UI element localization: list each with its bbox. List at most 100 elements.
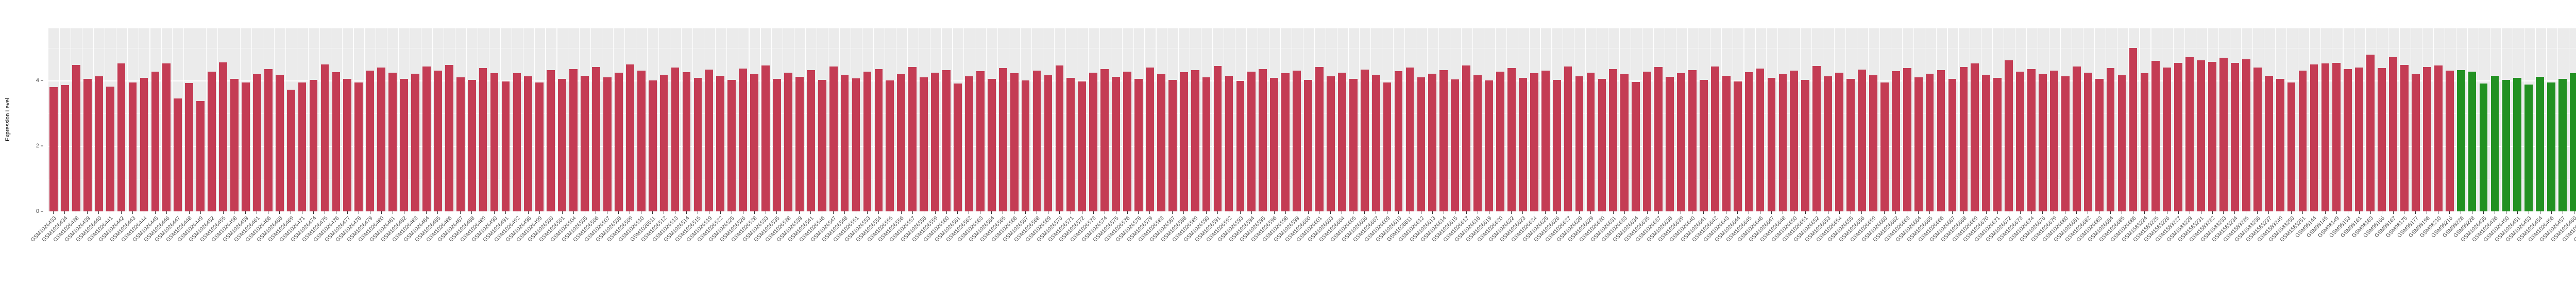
- bar[interactable]: [275, 75, 284, 211]
- bar[interactable]: [2276, 79, 2284, 211]
- bar[interactable]: [727, 80, 736, 211]
- bar[interactable]: [2242, 59, 2250, 211]
- bar[interactable]: [569, 69, 578, 211]
- bar[interactable]: [761, 65, 770, 211]
- bar[interactable]: [1654, 67, 1663, 211]
- bar[interactable]: [2321, 63, 2330, 211]
- bar[interactable]: [1643, 71, 1652, 211]
- bar[interactable]: [581, 75, 589, 211]
- bar[interactable]: [773, 79, 781, 211]
- bar[interactable]: [874, 69, 883, 211]
- bar[interactable]: [2422, 67, 2431, 211]
- bar[interactable]: [2490, 75, 2499, 211]
- bar[interactable]: [1982, 75, 1991, 211]
- bar[interactable]: [1609, 69, 1618, 211]
- bar[interactable]: [2570, 73, 2576, 211]
- bar[interactable]: [1202, 77, 1211, 211]
- bar[interactable]: [1100, 69, 1109, 211]
- bar[interactable]: [1327, 76, 1335, 211]
- bar[interactable]: [1733, 81, 1742, 211]
- bar[interactable]: [1846, 78, 1855, 211]
- bar[interactable]: [637, 70, 646, 211]
- bar[interactable]: [2264, 75, 2273, 211]
- bar[interactable]: [377, 68, 386, 211]
- bar[interactable]: [1824, 76, 1833, 211]
- bar[interactable]: [490, 73, 499, 211]
- bar[interactable]: [501, 81, 510, 211]
- bar[interactable]: [242, 82, 250, 211]
- bar[interactable]: [1914, 77, 1923, 211]
- bar[interactable]: [2185, 57, 2194, 211]
- bar[interactable]: [625, 64, 634, 211]
- bar[interactable]: [806, 70, 815, 211]
- bar[interactable]: [1530, 73, 1538, 211]
- bar[interactable]: [1270, 78, 1279, 211]
- bar[interactable]: [920, 77, 928, 211]
- bar[interactable]: [750, 74, 758, 211]
- bar[interactable]: [1620, 74, 1629, 211]
- bar[interactable]: [614, 72, 623, 211]
- bar[interactable]: [2287, 82, 2296, 211]
- bar[interactable]: [1552, 80, 1561, 211]
- bar[interactable]: [659, 75, 668, 211]
- bar[interactable]: [1371, 75, 1380, 211]
- bar[interactable]: [1439, 70, 1448, 211]
- bar[interactable]: [2366, 54, 2375, 211]
- bar[interactable]: [1247, 72, 1256, 211]
- bar[interactable]: [1134, 79, 1143, 211]
- bar[interactable]: [1394, 71, 1403, 211]
- bar[interactable]: [2027, 69, 2036, 211]
- bar[interactable]: [1337, 72, 1346, 211]
- bar[interactable]: [840, 75, 849, 211]
- bar[interactable]: [908, 67, 917, 211]
- bar[interactable]: [1428, 74, 1437, 211]
- bar[interactable]: [2163, 68, 2172, 211]
- bar[interactable]: [151, 72, 160, 211]
- bar[interactable]: [603, 77, 612, 211]
- bar[interactable]: [2106, 68, 2115, 211]
- bar[interactable]: [1146, 68, 1154, 211]
- bar[interactable]: [1473, 75, 1482, 211]
- bar[interactable]: [1304, 80, 1312, 211]
- bar[interactable]: [1349, 79, 1358, 211]
- bar[interactable]: [1959, 67, 1968, 211]
- bar[interactable]: [1451, 79, 1460, 211]
- bar[interactable]: [1191, 70, 1199, 211]
- bar[interactable]: [94, 76, 103, 211]
- bar[interactable]: [2298, 71, 2307, 211]
- bar[interactable]: [1417, 77, 1426, 211]
- bar[interactable]: [252, 74, 261, 211]
- bar[interactable]: [2445, 71, 2454, 211]
- bar[interactable]: [479, 68, 487, 211]
- bar[interactable]: [422, 66, 431, 211]
- bar[interactable]: [1315, 67, 1324, 211]
- bar[interactable]: [998, 68, 1007, 211]
- bar[interactable]: [1157, 74, 1165, 211]
- bar[interactable]: [1078, 81, 1087, 211]
- bar[interactable]: [931, 72, 939, 211]
- bar[interactable]: [547, 70, 555, 211]
- bar[interactable]: [682, 72, 691, 211]
- bar[interactable]: [2434, 65, 2443, 211]
- bar[interactable]: [1485, 80, 1493, 211]
- bar[interactable]: [1168, 80, 1177, 211]
- bar[interactable]: [795, 76, 804, 211]
- bar[interactable]: [1688, 70, 1697, 211]
- bar[interactable]: [2355, 68, 2364, 211]
- bar[interactable]: [1405, 68, 1414, 211]
- bar[interactable]: [1756, 68, 1765, 211]
- bar[interactable]: [2129, 48, 2138, 211]
- bar[interactable]: [693, 78, 702, 211]
- bar[interactable]: [1699, 79, 1708, 211]
- bar[interactable]: [1225, 75, 1233, 211]
- bar[interactable]: [1948, 79, 1957, 211]
- bar[interactable]: [2061, 76, 2070, 211]
- bar[interactable]: [1213, 65, 1222, 211]
- bar[interactable]: [400, 79, 408, 211]
- bar[interactable]: [1598, 78, 1606, 211]
- bar[interactable]: [230, 79, 239, 211]
- bar[interactable]: [456, 77, 465, 211]
- bar[interactable]: [2151, 61, 2160, 211]
- bar[interactable]: [863, 71, 872, 211]
- bar[interactable]: [2524, 85, 2533, 211]
